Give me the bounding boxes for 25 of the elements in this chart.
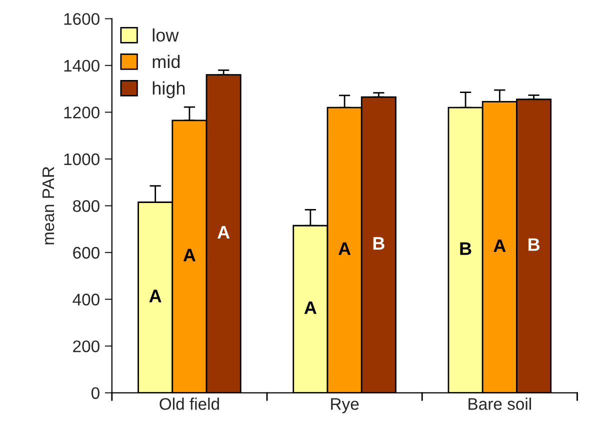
- legend-label: mid: [152, 54, 180, 68]
- y-tick-label: 400: [72, 294, 100, 306]
- data-label: A: [338, 242, 351, 255]
- y-tick-label: 0: [91, 387, 100, 400]
- x-tick-label: Rye: [331, 398, 359, 414]
- data-label: B: [373, 237, 384, 250]
- data-label: A: [183, 248, 196, 262]
- y-tick-label: 1200: [64, 106, 100, 118]
- data-label: B: [460, 242, 472, 255]
- y-tick-label: 1400: [64, 60, 100, 72]
- data-label: A: [304, 301, 316, 314]
- data-label: A: [149, 290, 162, 302]
- y-tick-label: 200: [73, 340, 100, 352]
- x-tick-label: Old field: [160, 398, 219, 410]
- legend-label: high: [152, 81, 185, 98]
- y-tick-label: 1000: [64, 153, 100, 166]
- legend-label: low: [152, 28, 179, 42]
- x-tick-label: Bare soil: [468, 398, 531, 410]
- y-tick-label: 1600: [64, 13, 100, 25]
- y-tick-label: 600: [73, 246, 100, 259]
- data-label: A: [218, 226, 230, 238]
- data-label: B: [528, 238, 540, 251]
- y-tick-label: 800: [73, 200, 100, 212]
- data-label: A: [494, 240, 506, 252]
- y-axis-title: mean PAR: [42, 166, 54, 244]
